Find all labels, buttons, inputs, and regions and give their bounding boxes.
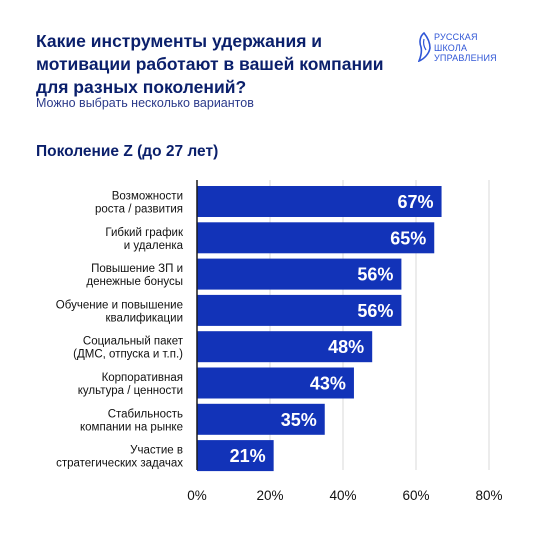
data-label: 43% — [310, 374, 346, 394]
category-label-line: (ДМС, отпуска и т.п.) — [73, 349, 183, 361]
category-label-line: Корпоративная — [102, 372, 183, 384]
bar — [197, 186, 442, 217]
brand-logo: РУССКАЯ ШКОЛА УПРАВЛЕНИЯ — [418, 30, 528, 66]
x-tick-label: 80% — [475, 488, 502, 503]
category-label-line: Участие в — [130, 445, 183, 457]
category-label: Корпоративная культура / ценности — [78, 372, 183, 397]
data-label: 56% — [357, 301, 393, 321]
category-label: Повышение ЗП и денежные бонусы — [86, 263, 183, 288]
category-label-line: культура / ценности — [78, 385, 183, 397]
bar — [197, 367, 354, 399]
bar — [197, 331, 373, 363]
x-tick-label: 60% — [402, 488, 429, 503]
bar — [197, 440, 274, 472]
category-label-line: стратегических задачах — [56, 458, 183, 470]
category-label-line: Возможности — [112, 191, 183, 203]
chart-title: Какие инструменты удержания и мотивации … — [36, 31, 384, 97]
bar — [197, 403, 325, 435]
category-label-line: Гибкий график — [105, 227, 184, 239]
data-label: 48% — [328, 337, 364, 357]
x-tick-label: 20% — [256, 488, 283, 503]
category-label-line: Социальный пакет — [83, 336, 184, 348]
category-label-line: квалификации — [105, 312, 183, 324]
logo-line-2: ШКОЛА — [434, 42, 468, 53]
category-label: Социальный пакет (ДМС, отпуска и т.п.) — [73, 336, 184, 361]
bar — [197, 222, 435, 254]
category-label: Возможности роста / развития — [95, 191, 183, 216]
data-label: 35% — [281, 410, 317, 430]
category-label-line: роста / развития — [95, 204, 183, 216]
category-label-line: Стабильность — [108, 408, 183, 420]
category-label: Гибкий график и удаленка — [105, 227, 184, 252]
data-label: 67% — [398, 192, 434, 212]
category-label: Обучение и повышение квалификации — [56, 299, 183, 324]
x-tick-label: 0% — [187, 488, 207, 503]
category-label-line: Обучение и повышение — [56, 299, 183, 311]
logo-line-3: УПРАВЛЕНИЯ — [434, 53, 497, 63]
bar — [197, 258, 402, 290]
logo-wordmark: РУССКАЯ ШКОЛА УПРАВЛЕНИЯ — [434, 32, 497, 64]
data-label: 56% — [357, 265, 393, 285]
x-tick-label: 40% — [329, 488, 356, 503]
logo-line-1: РУССКАЯ — [434, 32, 478, 42]
chart-subtitle: Можно выбрать несколько вариантов — [36, 96, 254, 110]
category-label-line: и удаленка — [124, 240, 184, 252]
category-label-line: компании на рынке — [80, 421, 183, 433]
bar — [197, 294, 402, 326]
category-label-line: денежные бонусы — [86, 276, 183, 288]
data-label: 21% — [230, 446, 266, 466]
section-title: Поколение Z (до 27 лет) — [36, 143, 219, 160]
category-label-line: Повышение ЗП и — [91, 263, 183, 275]
bird-profile-icon — [418, 32, 431, 62]
data-label: 65% — [390, 228, 426, 248]
category-label: Участие в стратегических задачах — [56, 445, 183, 470]
category-label: Стабильность компании на рынке — [80, 408, 183, 433]
